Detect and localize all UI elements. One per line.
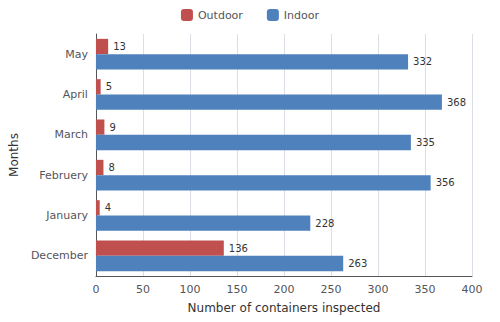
svg-text:13: 13 <box>113 41 126 52</box>
svg-text:Number of containers inspected: Number of containers inspected <box>188 301 381 315</box>
svg-text:5: 5 <box>106 81 112 92</box>
svg-text:Indoor: Indoor <box>284 9 320 22</box>
svg-text:150: 150 <box>226 283 247 296</box>
svg-text:Februery: Februery <box>39 169 88 182</box>
svg-text:March: March <box>54 128 88 141</box>
svg-text:228: 228 <box>315 218 334 229</box>
svg-text:263: 263 <box>348 258 367 269</box>
svg-text:April: April <box>63 88 88 101</box>
svg-text:250: 250 <box>320 283 341 296</box>
svg-text:356: 356 <box>436 177 455 188</box>
svg-text:0: 0 <box>92 283 99 296</box>
svg-text:January: January <box>45 209 88 222</box>
svg-text:335: 335 <box>416 137 435 148</box>
svg-text:Outdoor: Outdoor <box>198 9 243 22</box>
svg-text:Months: Months <box>7 133 21 177</box>
svg-text:May: May <box>65 48 88 61</box>
svg-text:368: 368 <box>447 97 466 108</box>
svg-text:200: 200 <box>273 283 294 296</box>
svg-text:332: 332 <box>413 56 432 67</box>
svg-text:8: 8 <box>108 162 114 173</box>
svg-text:136: 136 <box>229 243 248 254</box>
svg-text:December: December <box>31 249 89 262</box>
svg-text:100: 100 <box>179 283 200 296</box>
svg-text:400: 400 <box>462 283 483 296</box>
svg-text:9: 9 <box>109 122 115 133</box>
svg-text:300: 300 <box>367 283 388 296</box>
svg-text:50: 50 <box>136 283 150 296</box>
svg-text:4: 4 <box>105 202 111 213</box>
svg-text:350: 350 <box>414 283 435 296</box>
